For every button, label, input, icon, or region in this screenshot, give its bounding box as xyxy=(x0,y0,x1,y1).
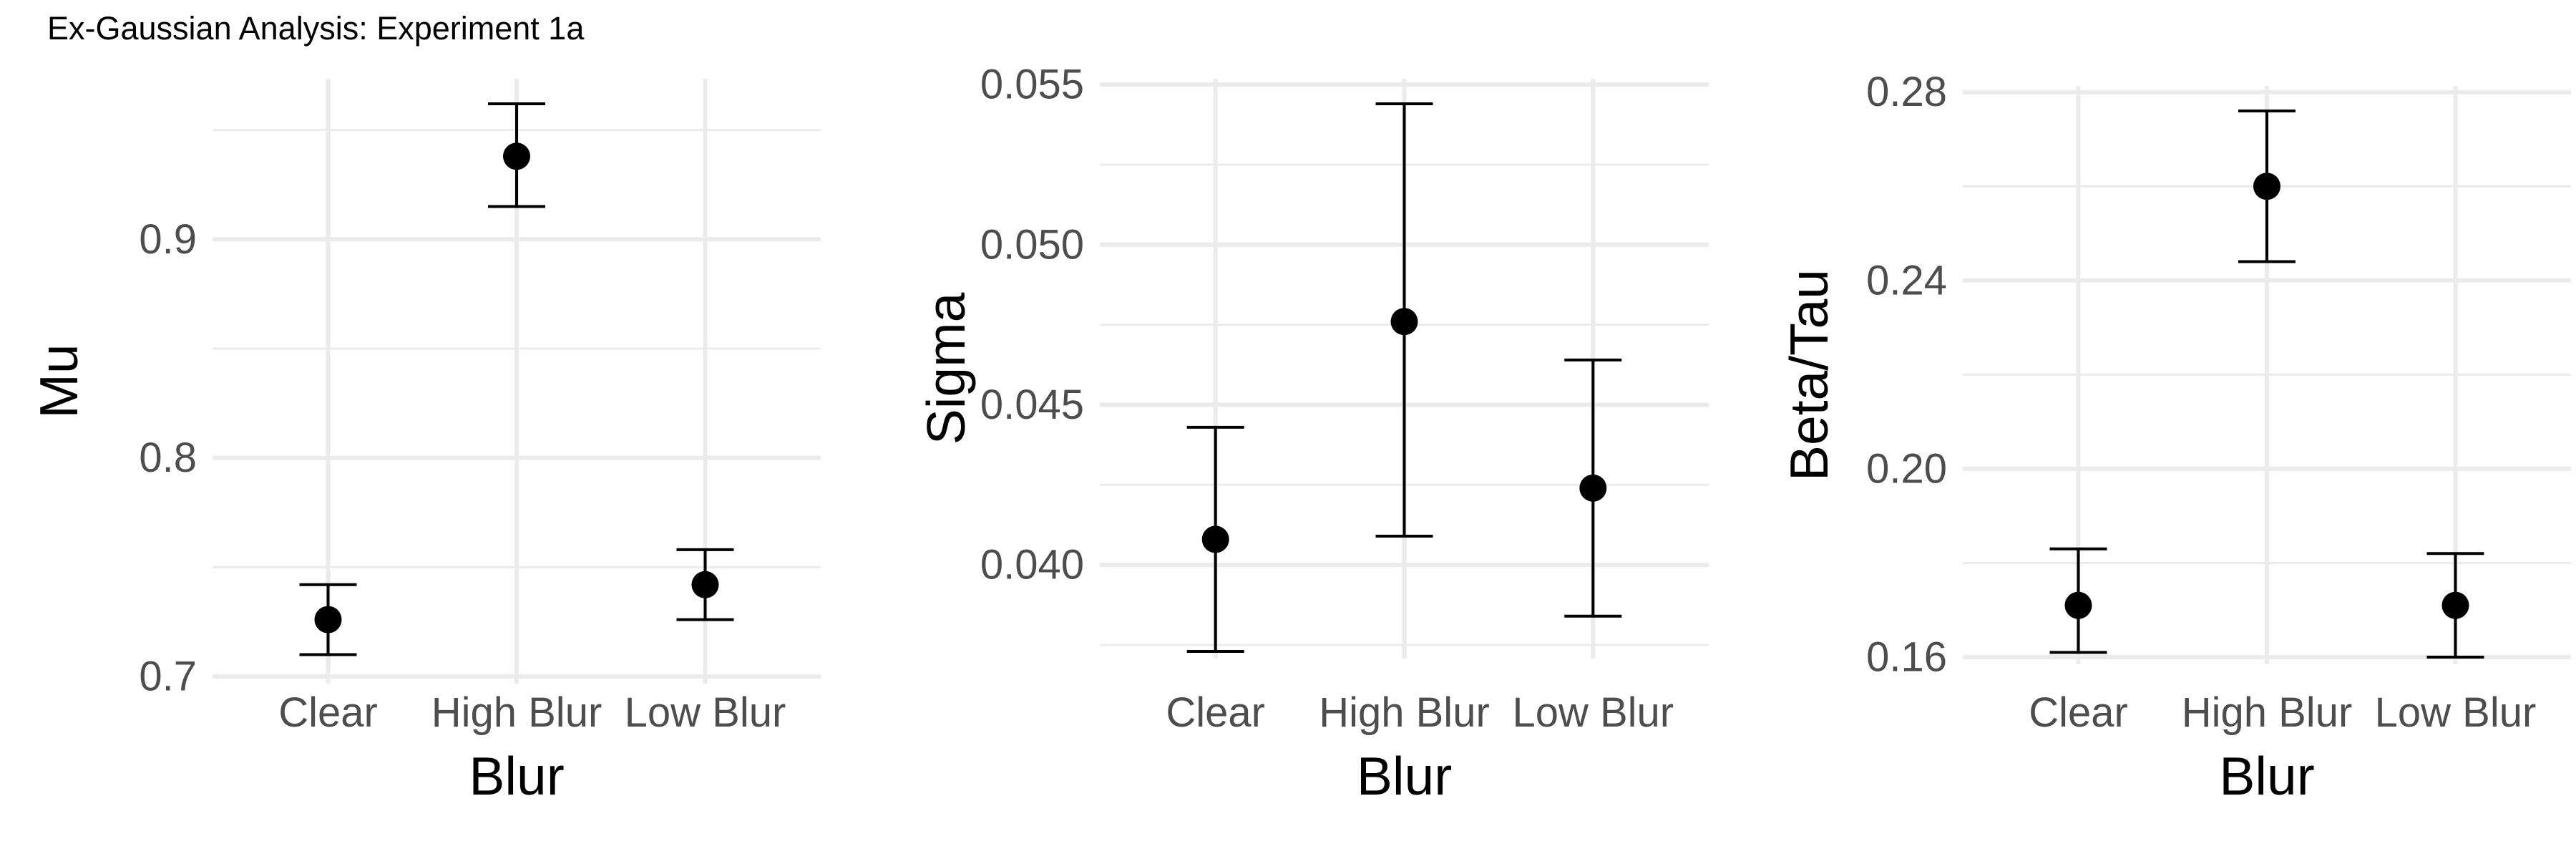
y-tick-label: 0.050 xyxy=(980,221,1084,268)
data-point xyxy=(2253,173,2280,200)
x-tick-label: Clear xyxy=(2029,689,2128,736)
y-tick-label: 0.20 xyxy=(1866,445,1947,492)
x-tick-label: Clear xyxy=(278,689,378,736)
data-point xyxy=(1390,308,1418,336)
data-point xyxy=(314,606,342,634)
y-axis-title: Sigma xyxy=(916,292,976,445)
y-tick-label: 0.9 xyxy=(139,216,197,263)
y-axis-title: Mu xyxy=(29,344,89,418)
y-tick-label: 0.040 xyxy=(980,542,1084,588)
panel-3: 0.16 0.20 0.24 0.28 Clear High Blur Low Blur Bl… xyxy=(1779,69,2571,806)
figure-title: Ex-Gaussian Analysis: Experiment 1a xyxy=(47,10,585,47)
y-tick-label: 0.7 xyxy=(139,654,197,700)
panel-2: 0.040 0.045 0.050 0.055 Clear High Blur Low Bl… xyxy=(916,62,1709,806)
data-point xyxy=(503,142,530,170)
x-axis-title: Blur xyxy=(469,746,564,806)
x-axis-title: Blur xyxy=(2219,746,2314,806)
data-point xyxy=(2441,591,2469,619)
y-tick-label: 0.16 xyxy=(1866,634,1947,681)
y-tick-label: 0.28 xyxy=(1866,69,1947,115)
y-tick-label: 0.055 xyxy=(980,62,1084,108)
y-axis-title: Beta/Tau xyxy=(1779,269,1839,481)
x-tick-label: Low Blur xyxy=(2375,689,2537,736)
data-point xyxy=(691,571,719,598)
data-point xyxy=(1201,525,1229,553)
x-tick-label: High Blur xyxy=(2182,689,2353,736)
x-tick-label: Low Blur xyxy=(625,689,786,736)
y-tick-label: 0.045 xyxy=(980,382,1084,428)
x-axis-title: Blur xyxy=(1357,746,1452,806)
data-point xyxy=(1579,474,1607,502)
data-point xyxy=(2064,591,2092,619)
x-tick-label: Clear xyxy=(1166,689,1265,736)
y-tick-label: 0.24 xyxy=(1866,257,1947,304)
x-tick-label: High Blur xyxy=(431,689,602,736)
x-tick-label: High Blur xyxy=(1319,689,1490,736)
y-tick-label: 0.8 xyxy=(139,435,197,481)
x-tick-label: Low Blur xyxy=(1512,689,1674,736)
panel-1: 0.7 0.8 0.9 Clear High Blur Low Blur Blur Mu xyxy=(29,79,821,806)
